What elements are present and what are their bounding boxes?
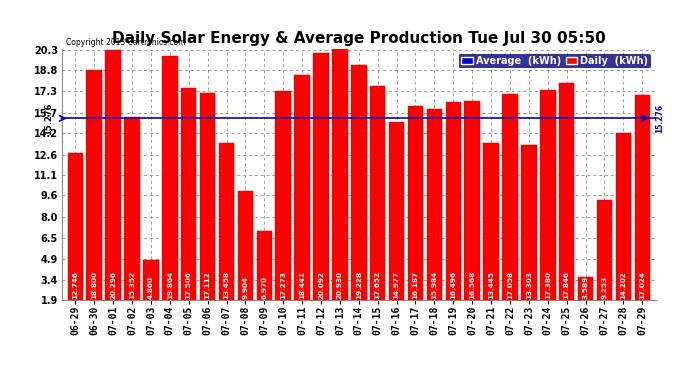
Bar bbox=[389, 122, 404, 300]
Text: 18.441: 18.441 bbox=[299, 271, 305, 298]
Text: 17.846: 17.846 bbox=[564, 271, 570, 298]
Text: 17.273: 17.273 bbox=[280, 271, 286, 298]
Text: 20.930: 20.930 bbox=[337, 271, 343, 298]
Text: 9.904: 9.904 bbox=[242, 276, 248, 298]
Bar bbox=[483, 143, 499, 300]
Title: Daily Solar Energy & Average Production Tue Jul 30 05:50: Daily Solar Energy & Average Production … bbox=[112, 31, 606, 46]
Text: 3.589: 3.589 bbox=[582, 276, 589, 298]
Bar bbox=[162, 56, 177, 300]
Bar bbox=[106, 50, 121, 300]
Bar bbox=[540, 90, 555, 300]
Bar bbox=[502, 94, 518, 300]
Bar bbox=[559, 83, 575, 300]
Text: 16.568: 16.568 bbox=[469, 270, 475, 298]
Text: 16.496: 16.496 bbox=[451, 270, 456, 298]
Bar bbox=[615, 133, 631, 300]
Legend: Average  (kWh), Daily  (kWh): Average (kWh), Daily (kWh) bbox=[458, 54, 651, 69]
Text: 18.800: 18.800 bbox=[91, 271, 97, 298]
Bar bbox=[597, 200, 612, 300]
Text: 16.187: 16.187 bbox=[413, 271, 419, 298]
Text: 15.984: 15.984 bbox=[431, 270, 437, 298]
Text: 15.276: 15.276 bbox=[656, 104, 664, 133]
Text: 9.253: 9.253 bbox=[602, 276, 607, 298]
Bar bbox=[237, 191, 253, 300]
Bar bbox=[426, 109, 442, 300]
Text: 13.303: 13.303 bbox=[526, 271, 532, 298]
Bar bbox=[521, 145, 537, 300]
Bar bbox=[200, 93, 215, 300]
Bar bbox=[370, 86, 386, 300]
Text: 6.970: 6.970 bbox=[262, 276, 267, 298]
Bar bbox=[408, 106, 423, 300]
Text: 13.445: 13.445 bbox=[488, 271, 494, 298]
Bar bbox=[351, 64, 366, 300]
Bar bbox=[275, 91, 291, 300]
Bar bbox=[181, 88, 197, 300]
Text: 13.458: 13.458 bbox=[224, 271, 230, 298]
Text: 20.092: 20.092 bbox=[318, 271, 324, 298]
Text: 19.864: 19.864 bbox=[167, 270, 172, 298]
Text: 14.202: 14.202 bbox=[620, 271, 627, 298]
Text: 20.296: 20.296 bbox=[110, 271, 116, 298]
Bar bbox=[124, 117, 140, 300]
Bar bbox=[68, 153, 83, 300]
Bar bbox=[446, 102, 461, 300]
Text: Copyright 2013 Cartronics.com: Copyright 2013 Cartronics.com bbox=[66, 38, 186, 47]
Text: 15.276: 15.276 bbox=[43, 102, 52, 135]
Text: 17.380: 17.380 bbox=[545, 271, 551, 298]
Text: 17.024: 17.024 bbox=[639, 271, 645, 298]
Text: 15.352: 15.352 bbox=[129, 271, 135, 298]
Text: 12.746: 12.746 bbox=[72, 271, 79, 298]
Text: 19.228: 19.228 bbox=[356, 271, 362, 298]
Text: 17.506: 17.506 bbox=[186, 271, 192, 298]
Bar bbox=[332, 42, 348, 300]
Bar bbox=[578, 277, 593, 300]
Text: 14.977: 14.977 bbox=[393, 271, 400, 298]
Bar bbox=[295, 75, 310, 300]
Bar bbox=[313, 53, 328, 300]
Bar bbox=[86, 70, 102, 300]
Text: 17.058: 17.058 bbox=[507, 271, 513, 298]
Text: 17.652: 17.652 bbox=[375, 271, 381, 298]
Text: 4.860: 4.860 bbox=[148, 276, 154, 298]
Bar bbox=[464, 101, 480, 300]
Text: 17.112: 17.112 bbox=[205, 271, 210, 298]
Bar bbox=[635, 94, 650, 300]
Bar bbox=[257, 231, 272, 300]
Bar bbox=[219, 143, 235, 300]
Bar bbox=[143, 260, 159, 300]
